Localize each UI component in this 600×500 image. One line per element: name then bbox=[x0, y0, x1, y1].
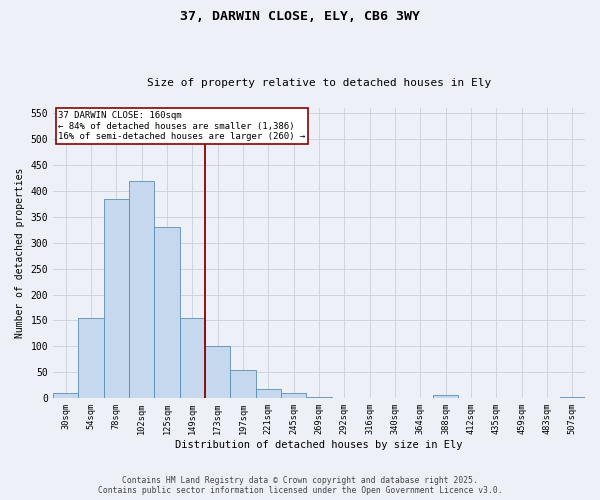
Bar bbox=[230, 370, 256, 398]
Bar bbox=[79, 318, 104, 398]
Text: 37 DARWIN CLOSE: 160sqm
← 84% of detached houses are smaller (1,386)
16% of semi: 37 DARWIN CLOSE: 160sqm ← 84% of detache… bbox=[58, 111, 305, 141]
X-axis label: Distribution of detached houses by size in Ely: Distribution of detached houses by size … bbox=[175, 440, 463, 450]
Bar bbox=[205, 346, 230, 398]
Bar bbox=[53, 393, 79, 398]
Bar bbox=[307, 396, 332, 398]
Text: Contains HM Land Registry data © Crown copyright and database right 2025.
Contai: Contains HM Land Registry data © Crown c… bbox=[98, 476, 502, 495]
Y-axis label: Number of detached properties: Number of detached properties bbox=[15, 168, 25, 338]
Bar bbox=[154, 228, 179, 398]
Bar bbox=[256, 389, 281, 398]
Bar bbox=[281, 393, 307, 398]
Bar bbox=[179, 318, 205, 398]
Title: Size of property relative to detached houses in Ely: Size of property relative to detached ho… bbox=[147, 78, 491, 88]
Bar bbox=[104, 199, 129, 398]
Bar bbox=[129, 180, 154, 398]
Text: 37, DARWIN CLOSE, ELY, CB6 3WY: 37, DARWIN CLOSE, ELY, CB6 3WY bbox=[180, 10, 420, 23]
Bar bbox=[560, 396, 585, 398]
Bar bbox=[433, 396, 458, 398]
